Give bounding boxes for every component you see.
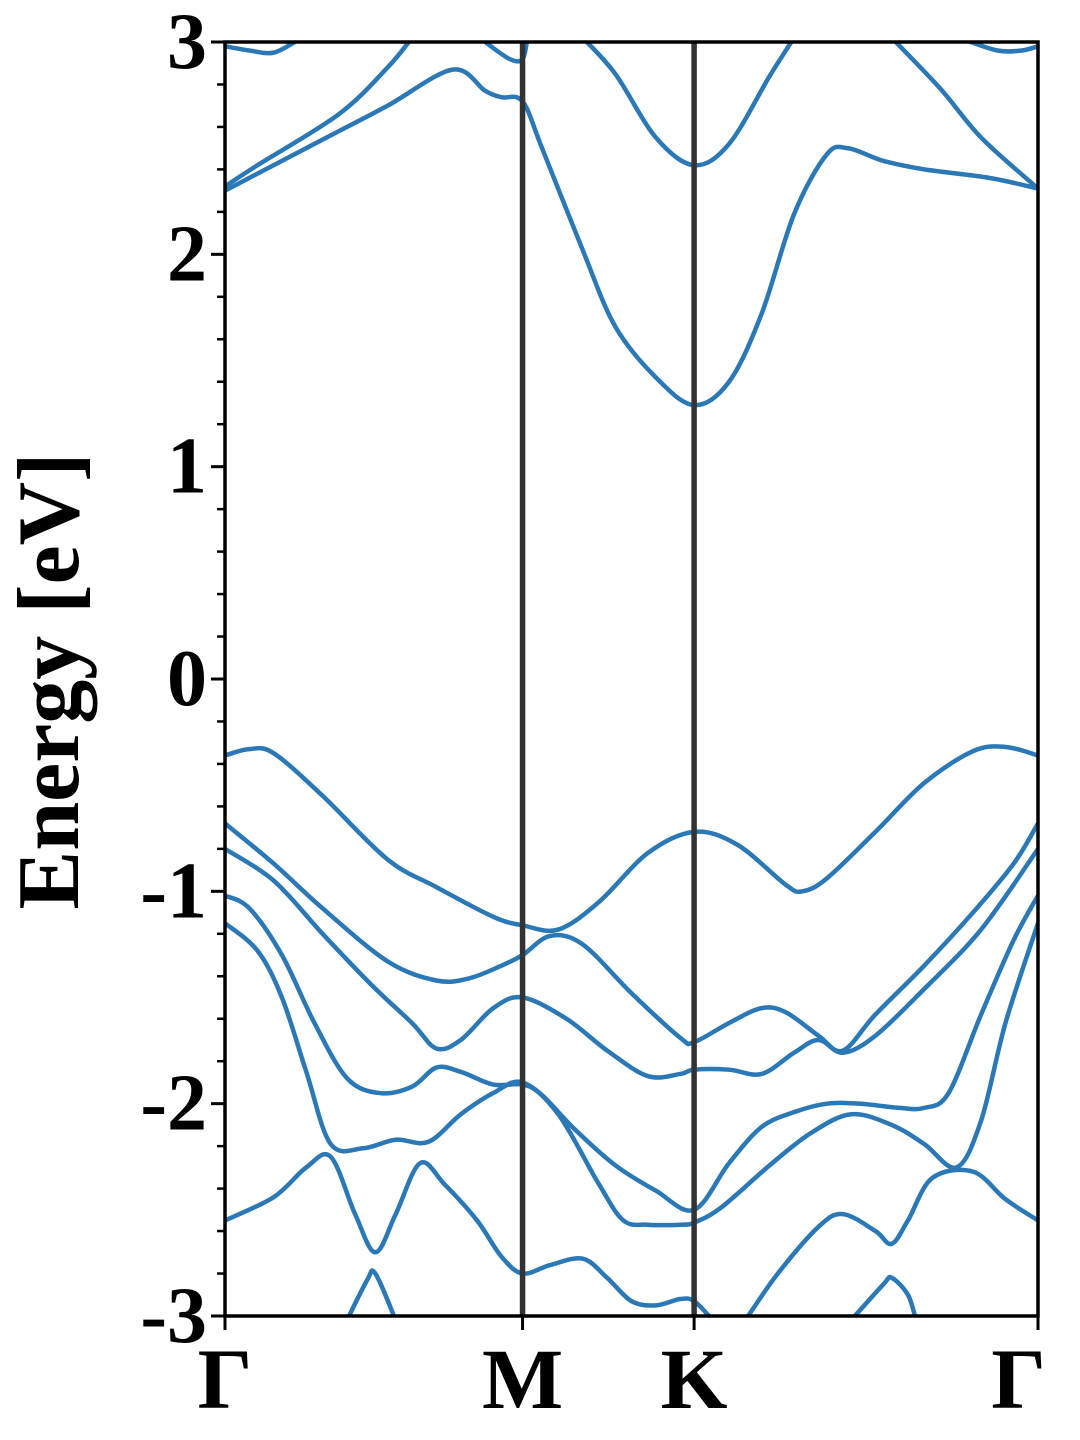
band-line-13: [225, 1151, 712, 1316]
y-tick-label: -3: [140, 1272, 207, 1360]
band-line-12: [225, 920, 1038, 1228]
k-point-label: Γ: [991, 1331, 1046, 1427]
axis-ticks: [211, 40, 1040, 1330]
band-line-1: [225, 42, 412, 189]
band-line-10: [225, 846, 1038, 1080]
band-line-9: [225, 821, 1038, 1054]
band-line-14: [346, 1268, 397, 1316]
band-line-3: [482, 42, 530, 64]
band-line-6: [892, 42, 1038, 191]
high-symmetry-lines: [519, 42, 697, 1316]
band-line-7: [964, 42, 1038, 54]
band-line-4: [583, 42, 795, 168]
bands-layer: [225, 42, 1038, 1316]
band-line-16: [851, 1274, 918, 1316]
k-point-label: Γ: [198, 1331, 253, 1427]
band-line-11: [225, 893, 1038, 1213]
y-tick-label: -2: [140, 1060, 207, 1148]
band-line-8: [225, 744, 1038, 934]
y-tick-label: -1: [140, 847, 207, 935]
y-tick-labels: 3 2 1 0 -1 -2 -3: [140, 0, 207, 1360]
y-tick-label: 0: [167, 635, 207, 723]
band-line-2: [225, 67, 1038, 408]
y-tick-label: 1: [167, 423, 207, 511]
k-point-label: M: [482, 1331, 563, 1427]
y-tick-label: 2: [167, 210, 207, 298]
k-point-label: K: [661, 1331, 728, 1427]
band-line-15: [745, 1167, 1038, 1316]
y-axis-label: Energy [eV]: [1, 453, 98, 910]
plot-frame: [223, 40, 1040, 1318]
plot-frame-rect: [223, 40, 1040, 1318]
y-tick-label: 3: [167, 0, 207, 86]
band-line-5: [225, 42, 299, 56]
